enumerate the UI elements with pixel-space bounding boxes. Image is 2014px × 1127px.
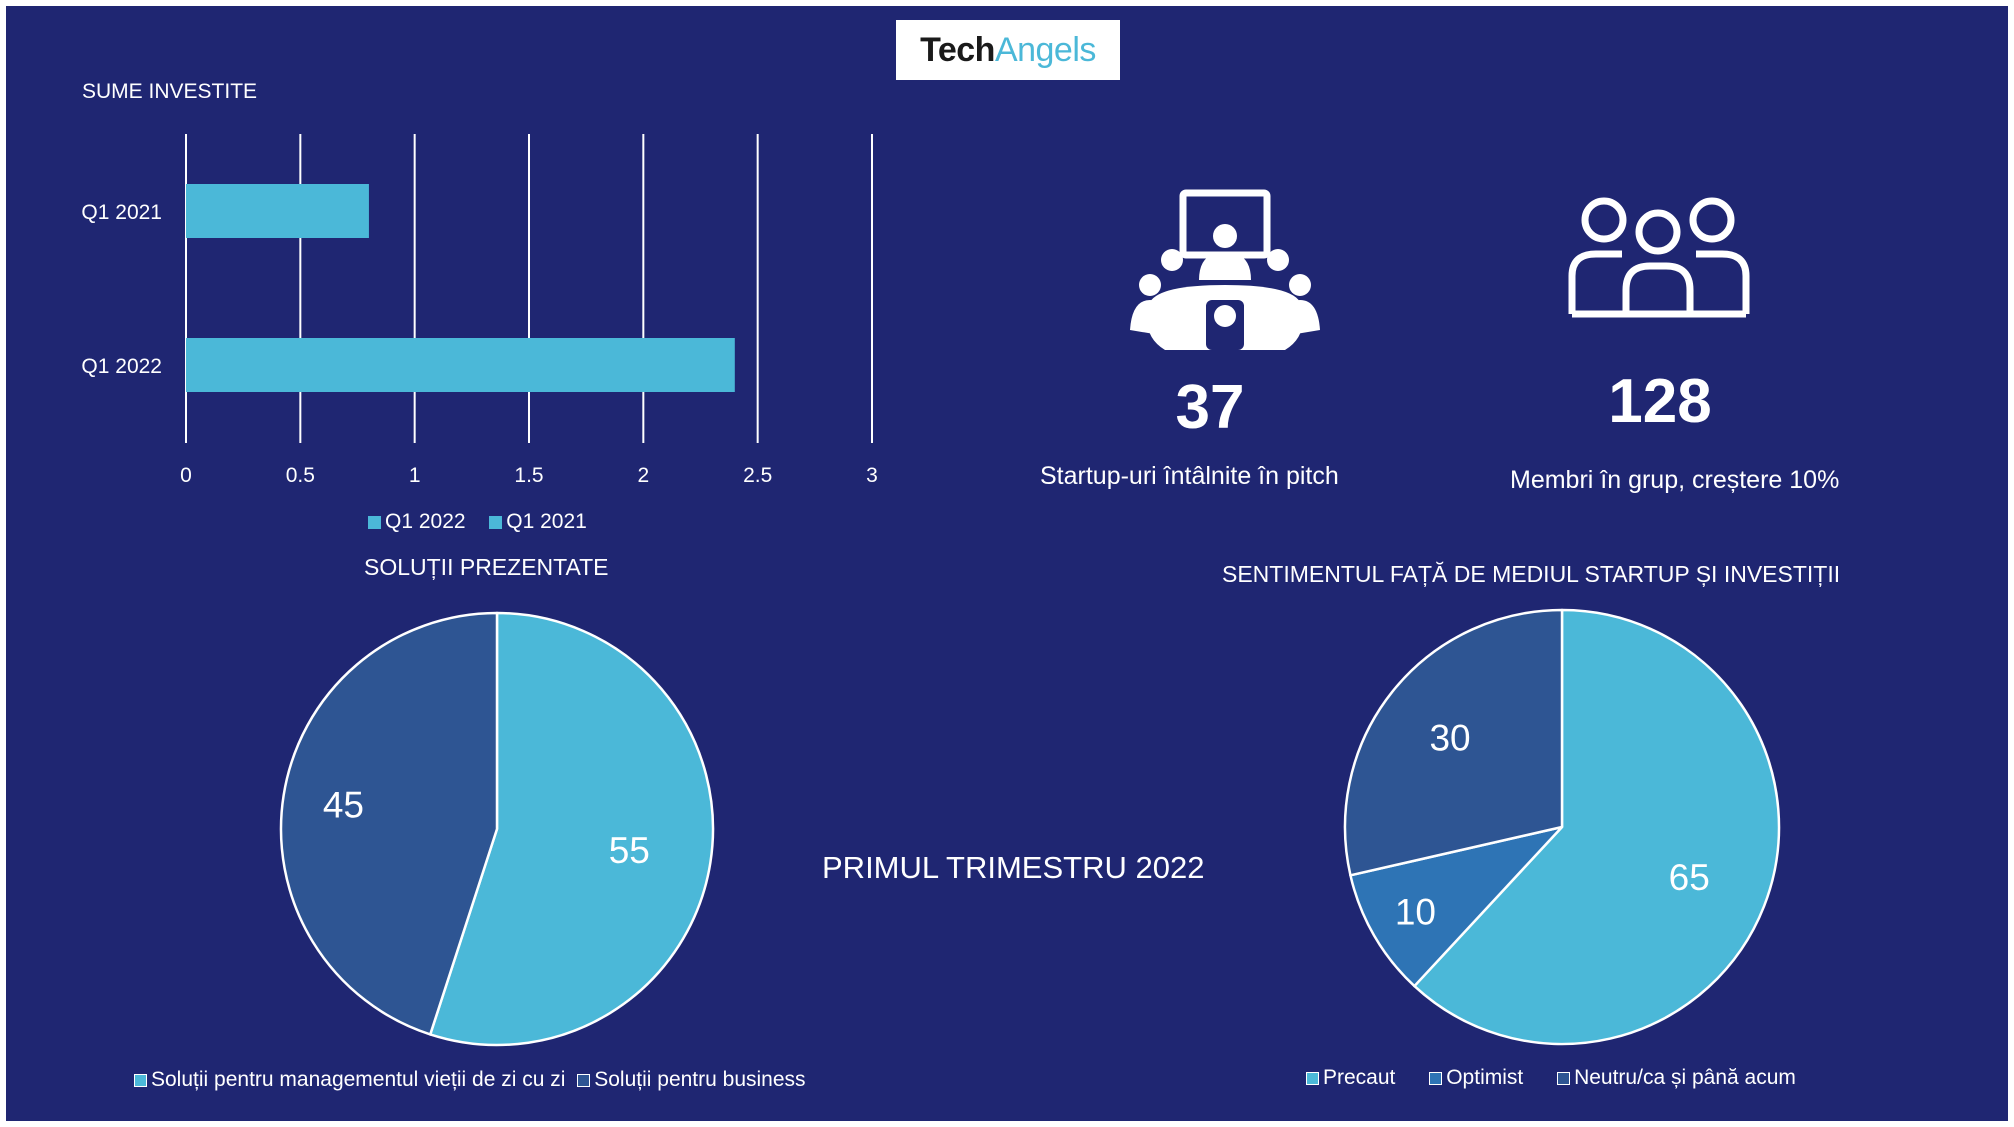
pie1-slice-0	[429, 611, 715, 1047]
bar-chart-legend: Q1 2022 Q1 2021	[368, 510, 587, 534]
x-tick-label-4: 2	[637, 464, 649, 487]
bar-chart-title: SUME INVESTITE	[82, 80, 258, 103]
logo-wordmark: TechAngels	[920, 31, 1096, 70]
bar-q1-2021	[186, 184, 369, 238]
x-tick-label-5: 2.5	[743, 464, 772, 487]
legend-swatch-optimist	[1429, 1071, 1443, 1085]
meeting-presenter-head	[1213, 224, 1237, 248]
pie1-data-label-0: 55	[609, 830, 650, 871]
group-person-center-body	[1622, 262, 1694, 316]
legend-swatch-precaut	[1306, 1071, 1319, 1085]
x-tick-label-0: 0	[180, 464, 192, 487]
legend-swatch-daily	[134, 1073, 147, 1087]
group-person-right-head	[1689, 197, 1735, 243]
legend-swatch-business	[577, 1073, 591, 1087]
legend-swatch-q1-2022	[368, 515, 381, 529]
meeting-attendee-body-right	[1285, 300, 1320, 335]
y-tick-label-1: Q1 2022	[81, 355, 162, 378]
legend-swatch-q1-2021	[489, 515, 503, 529]
pie2-title: SENTIMENTUL FAȚĂ DE MEDIUL STARTUP ȘI IN…	[1222, 561, 1841, 587]
legend-label-q1-2022: Q1 2022	[385, 510, 466, 533]
pie1-data-label-1: 45	[323, 785, 364, 826]
center-label: PRIMUL TRIMESTRU 2022	[822, 850, 1205, 885]
pie2-slice-1	[1349, 825, 1564, 988]
meeting-center-head	[1214, 305, 1236, 327]
group-person-right-body	[1696, 250, 1750, 314]
legend-label-optimist: Optimist	[1446, 1066, 1524, 1089]
x-tick-label-3: 1.5	[514, 464, 543, 487]
y-tick-label-0: Q1 2021	[81, 201, 162, 224]
pie2-data-label-1: 10	[1395, 892, 1436, 933]
logo: TechAngels	[896, 20, 1120, 80]
legend-swatch-neutru	[1557, 1071, 1571, 1085]
legend-label-q1-2021: Q1 2021	[506, 510, 587, 533]
pie1-slice-1	[279, 611, 499, 1036]
meeting-attendee-head-1	[1267, 249, 1289, 271]
logo-angels: Angels	[994, 30, 1096, 69]
logo-tech: Tech	[920, 30, 995, 69]
x-tick-label-2: 1	[409, 464, 421, 487]
meeting-attendee-body-left	[1130, 300, 1165, 335]
legend-label-precaut: Precaut	[1323, 1066, 1396, 1089]
group-icon	[1568, 197, 1750, 318]
meeting-attendee-head-0	[1161, 249, 1183, 271]
meeting-icon	[1130, 189, 1320, 350]
legend-label-business: Soluții pentru business	[594, 1068, 806, 1091]
pie2-data-label-2: 30	[1429, 718, 1470, 759]
pie2-legend: Precaut Optimist Neutru/ca și până acum	[1306, 1066, 1796, 1090]
bar-q1-2022	[186, 338, 735, 392]
group-person-left-head	[1581, 197, 1627, 243]
group-person-center-head	[1635, 209, 1681, 255]
pie2-slice-2	[1343, 608, 1564, 877]
legend-label-daily: Soluții pentru managementul vieții de zi…	[151, 1068, 566, 1091]
meeting-attendee-head-2	[1139, 274, 1161, 296]
x-tick-label-1: 0.5	[286, 464, 315, 487]
stat-startups-label: Startup-uri întâlnite în pitch	[1040, 462, 1339, 490]
legend-label-neutru: Neutru/ca și până acum	[1574, 1066, 1796, 1089]
meeting-attendee-head-3	[1289, 274, 1311, 296]
pie1-legend: Soluții pentru managementul vieții de zi…	[134, 1068, 806, 1092]
pie2-data-label-0: 65	[1669, 857, 1710, 898]
x-tick-label-6: 3	[866, 464, 878, 487]
stat-members-label: Membri în grup, creștere 10%	[1510, 466, 1840, 494]
meeting-presenter-body	[1199, 252, 1251, 280]
pie2-slice-0	[1413, 608, 1781, 1046]
group-person-left-body	[1568, 250, 1622, 314]
stat-members-value: 128	[1608, 367, 1712, 436]
stat-startups-value: 37	[1175, 373, 1245, 442]
pie1-title: SOLUȚII PREZENTATE	[364, 554, 609, 580]
